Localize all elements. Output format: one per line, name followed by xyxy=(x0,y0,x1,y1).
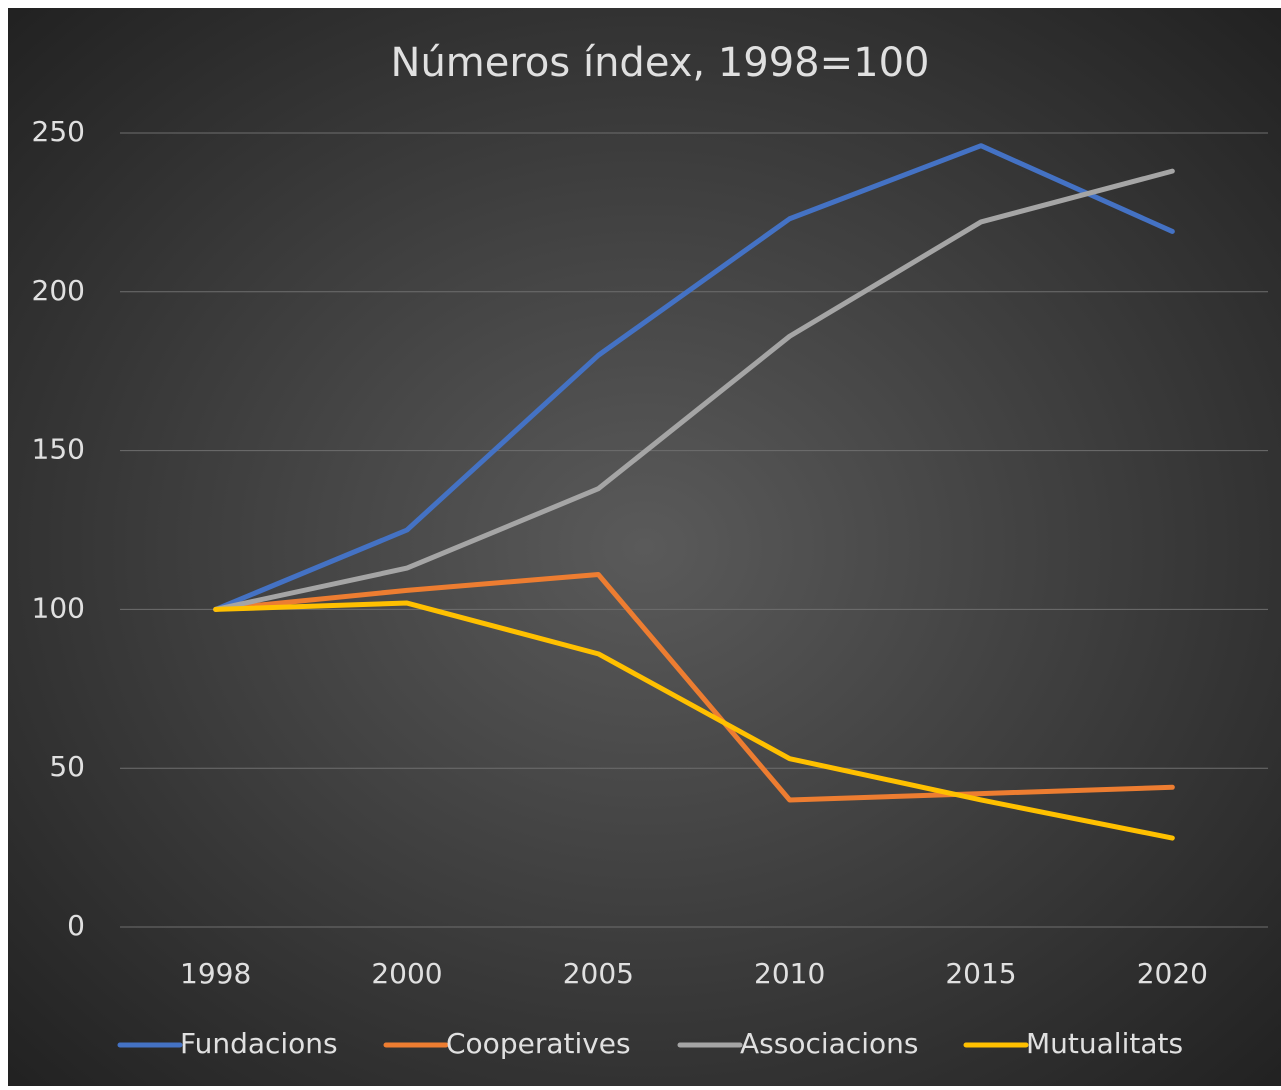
series-line xyxy=(213,600,1175,841)
x-tick-label: 2005 xyxy=(563,957,634,990)
y-tick-label: 150 xyxy=(32,433,85,466)
legend-label: Fundacions xyxy=(180,1027,338,1060)
x-tick-label: 2015 xyxy=(945,957,1016,990)
chart-title: Números índex, 1998=100 xyxy=(391,40,930,86)
legend-label: Mutualitats xyxy=(1026,1027,1183,1060)
y-tick-label: 100 xyxy=(32,591,85,624)
legend-label: Associacions xyxy=(740,1027,918,1060)
series-line xyxy=(213,571,1175,803)
x-tick-label: 2000 xyxy=(371,957,442,990)
series-line xyxy=(213,143,1175,612)
chart-background xyxy=(8,8,1281,1086)
y-tick-label: 50 xyxy=(49,750,85,783)
x-tick-label: 2010 xyxy=(754,957,825,990)
y-tick-label: 200 xyxy=(32,274,85,307)
y-tick-label: 0 xyxy=(67,909,85,942)
y-tick-label: 250 xyxy=(32,115,85,148)
x-tick-label: 1998 xyxy=(180,957,251,990)
series-line xyxy=(213,168,1175,612)
x-tick-label: 2020 xyxy=(1137,957,1208,990)
legend-label: Cooperatives xyxy=(446,1027,631,1060)
